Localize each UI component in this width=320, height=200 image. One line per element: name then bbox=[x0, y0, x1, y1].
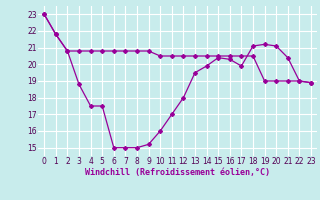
X-axis label: Windchill (Refroidissement éolien,°C): Windchill (Refroidissement éolien,°C) bbox=[85, 168, 270, 177]
